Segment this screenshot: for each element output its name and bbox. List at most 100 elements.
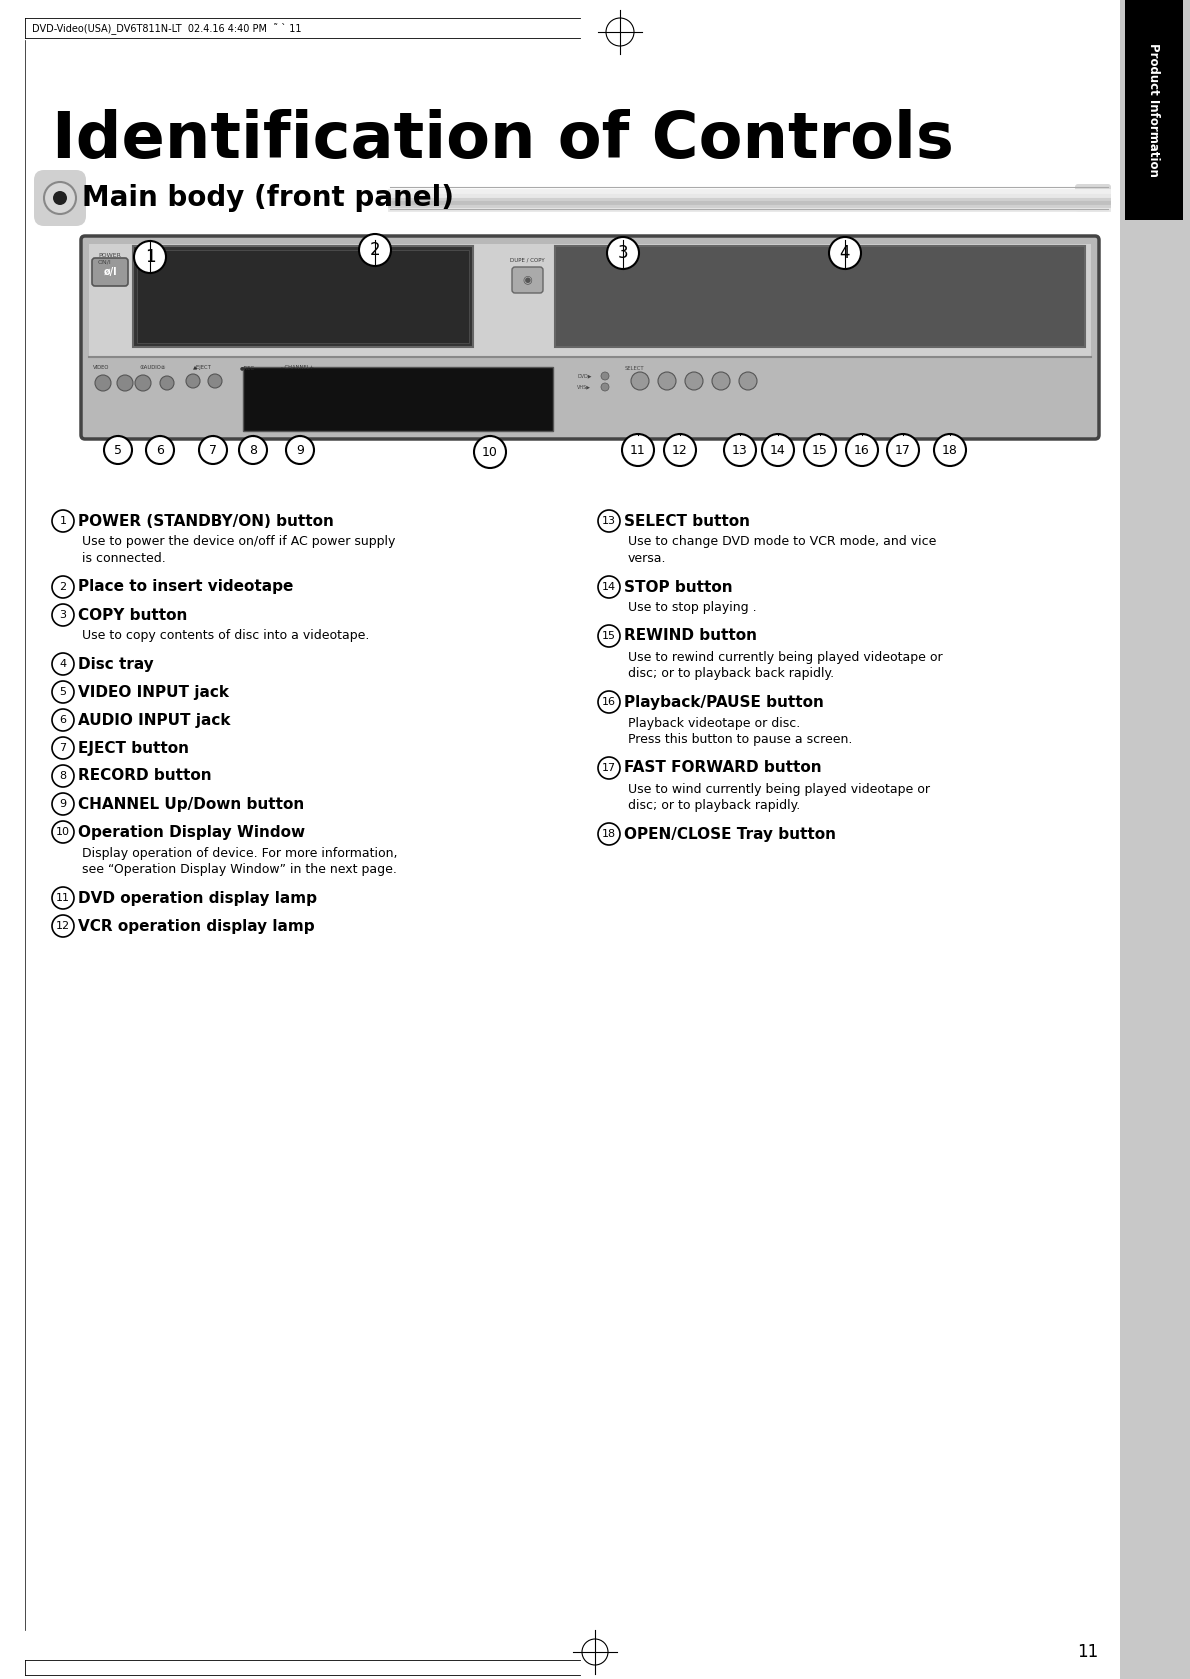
Circle shape bbox=[134, 374, 151, 391]
Text: VIDEO: VIDEO bbox=[93, 364, 109, 369]
Text: Main body (front panel): Main body (front panel) bbox=[82, 185, 455, 212]
Text: 1: 1 bbox=[60, 515, 67, 526]
FancyBboxPatch shape bbox=[555, 247, 1085, 348]
Text: 13: 13 bbox=[602, 515, 616, 526]
Text: 8: 8 bbox=[60, 771, 67, 781]
Text: Use to change DVD mode to VCR mode, and vice: Use to change DVD mode to VCR mode, and … bbox=[628, 536, 937, 549]
Circle shape bbox=[664, 433, 696, 467]
Circle shape bbox=[146, 437, 174, 463]
Text: 1: 1 bbox=[145, 248, 156, 265]
Text: 17: 17 bbox=[895, 443, 910, 457]
Circle shape bbox=[159, 376, 174, 390]
Text: Operation Display Window: Operation Display Window bbox=[79, 824, 305, 840]
Text: Playback videotape or disc.: Playback videotape or disc. bbox=[628, 717, 800, 729]
FancyBboxPatch shape bbox=[1075, 185, 1111, 212]
Text: 11: 11 bbox=[631, 443, 646, 457]
Text: 6: 6 bbox=[156, 443, 164, 457]
Text: Use to stop playing .: Use to stop playing . bbox=[628, 601, 757, 615]
Text: COPY button: COPY button bbox=[79, 608, 187, 623]
Text: Place to insert videotape: Place to insert videotape bbox=[79, 579, 294, 594]
Text: 5: 5 bbox=[114, 443, 123, 457]
Circle shape bbox=[199, 437, 227, 463]
Text: SELECT: SELECT bbox=[625, 366, 645, 371]
Text: Use to copy contents of disc into a videotape.: Use to copy contents of disc into a vide… bbox=[82, 630, 369, 643]
FancyBboxPatch shape bbox=[243, 368, 553, 432]
Text: disc; or to playback rapidly.: disc; or to playback rapidly. bbox=[628, 799, 800, 813]
Circle shape bbox=[846, 433, 878, 467]
Text: 7: 7 bbox=[209, 443, 217, 457]
Circle shape bbox=[239, 437, 267, 463]
Circle shape bbox=[607, 237, 639, 269]
Text: AUDIO INPUT jack: AUDIO INPUT jack bbox=[79, 712, 231, 727]
Circle shape bbox=[95, 374, 111, 391]
Text: Display operation of device. For more information,: Display operation of device. For more in… bbox=[82, 846, 397, 860]
Text: 9: 9 bbox=[296, 443, 303, 457]
Text: 4: 4 bbox=[60, 658, 67, 668]
Text: 3: 3 bbox=[60, 609, 67, 620]
Circle shape bbox=[359, 233, 392, 265]
Text: 14: 14 bbox=[602, 583, 616, 593]
Text: Playback/PAUSE button: Playback/PAUSE button bbox=[624, 695, 823, 710]
Text: 11: 11 bbox=[56, 893, 70, 903]
Circle shape bbox=[44, 181, 76, 213]
Text: CHANNEL Up/Down button: CHANNEL Up/Down button bbox=[79, 796, 305, 811]
FancyBboxPatch shape bbox=[512, 267, 543, 294]
Text: VHS▶: VHS▶ bbox=[577, 384, 591, 390]
Text: 15: 15 bbox=[812, 443, 828, 457]
Text: 12: 12 bbox=[56, 922, 70, 930]
Circle shape bbox=[685, 373, 703, 390]
Circle shape bbox=[208, 374, 223, 388]
Text: OPEN/CLOSE Tray button: OPEN/CLOSE Tray button bbox=[624, 826, 837, 841]
Circle shape bbox=[658, 373, 676, 390]
Circle shape bbox=[622, 433, 654, 467]
Text: POWER: POWER bbox=[98, 254, 121, 259]
FancyBboxPatch shape bbox=[81, 237, 1100, 438]
Text: VCR operation display lamp: VCR operation display lamp bbox=[79, 918, 314, 934]
Text: Use to rewind currently being played videotape or: Use to rewind currently being played vid… bbox=[628, 650, 942, 663]
Text: 7: 7 bbox=[60, 744, 67, 752]
Text: STOP button: STOP button bbox=[624, 579, 733, 594]
Text: 10: 10 bbox=[56, 828, 70, 838]
Text: 13: 13 bbox=[732, 443, 747, 457]
Text: 9: 9 bbox=[60, 799, 67, 809]
Bar bbox=[1120, 0, 1190, 1679]
FancyBboxPatch shape bbox=[92, 259, 129, 285]
Text: Disc tray: Disc tray bbox=[79, 656, 154, 672]
Circle shape bbox=[186, 374, 200, 388]
Text: 2: 2 bbox=[370, 242, 381, 259]
Text: 16: 16 bbox=[854, 443, 870, 457]
Text: 14: 14 bbox=[770, 443, 785, 457]
Text: DVD operation display lamp: DVD operation display lamp bbox=[79, 890, 317, 905]
Text: 2: 2 bbox=[60, 583, 67, 593]
Circle shape bbox=[117, 374, 133, 391]
Text: 15: 15 bbox=[602, 631, 616, 641]
Text: 3: 3 bbox=[618, 243, 628, 262]
Circle shape bbox=[724, 433, 756, 467]
Text: DVD▶: DVD▶ bbox=[577, 373, 591, 378]
Text: ▲EJECT: ▲EJECT bbox=[193, 364, 212, 369]
Bar bbox=[1125, 0, 1183, 220]
Text: 16: 16 bbox=[602, 697, 616, 707]
Text: Press this button to pause a screen.: Press this button to pause a screen. bbox=[628, 734, 852, 747]
Text: ◉: ◉ bbox=[522, 275, 532, 285]
Text: Identification of Controls: Identification of Controls bbox=[52, 109, 954, 171]
Text: 18: 18 bbox=[942, 443, 958, 457]
Circle shape bbox=[601, 373, 609, 379]
Text: versa.: versa. bbox=[628, 552, 666, 566]
Text: 12: 12 bbox=[672, 443, 688, 457]
Circle shape bbox=[286, 437, 314, 463]
Text: ON/I: ON/I bbox=[98, 260, 112, 265]
Text: 11: 11 bbox=[1077, 1644, 1098, 1661]
Text: 4: 4 bbox=[840, 243, 850, 262]
Text: ●REC: ●REC bbox=[240, 364, 255, 369]
Text: 17: 17 bbox=[602, 762, 616, 772]
Text: Product Information: Product Information bbox=[1147, 44, 1160, 176]
Text: 18: 18 bbox=[602, 829, 616, 840]
Text: 6: 6 bbox=[60, 715, 67, 725]
Circle shape bbox=[804, 433, 837, 467]
Text: is connected.: is connected. bbox=[82, 552, 165, 566]
Text: SELECT button: SELECT button bbox=[624, 514, 750, 529]
Circle shape bbox=[934, 433, 966, 467]
Text: VIDEO INPUT jack: VIDEO INPUT jack bbox=[79, 685, 228, 700]
Circle shape bbox=[601, 383, 609, 391]
